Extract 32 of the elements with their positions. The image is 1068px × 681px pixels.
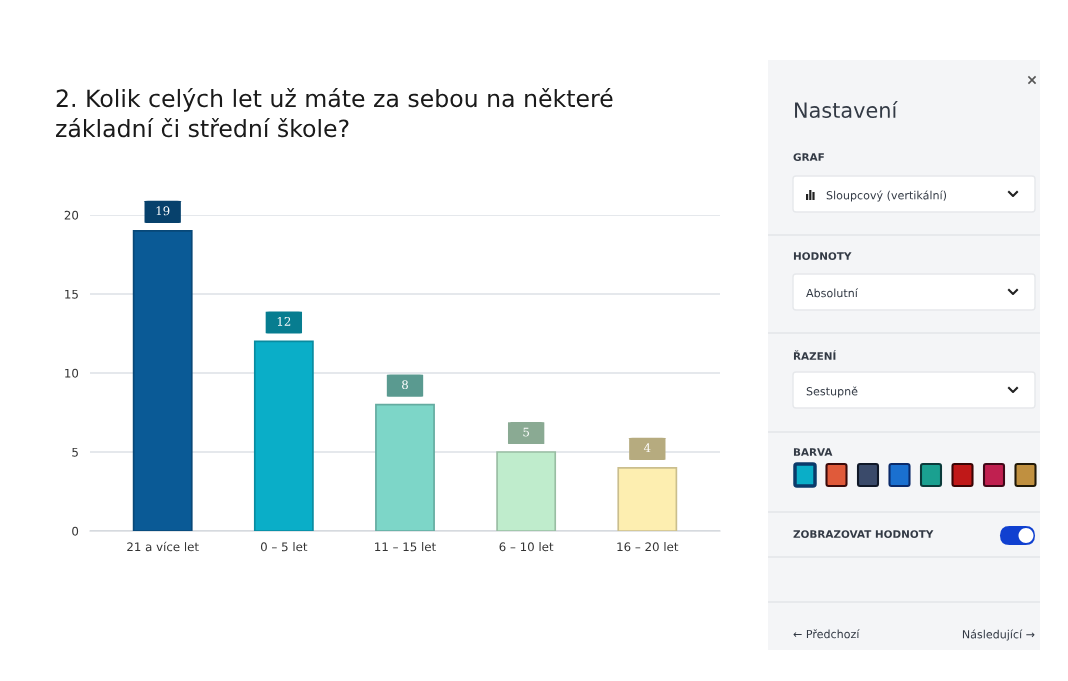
y-tick-label: 10 xyxy=(65,368,79,378)
x-tick-label: 6 – 10 let xyxy=(499,542,554,552)
text: BARVA xyxy=(793,448,833,456)
data-label: 19 xyxy=(156,206,170,216)
text: HODNOTY xyxy=(793,252,852,261)
y-tick-label: 15 xyxy=(65,289,78,299)
x-tick-label: 11 – 15 let xyxy=(375,542,436,552)
text: Nastavení xyxy=(795,101,898,119)
x-tick-label: 0 – 5 let xyxy=(260,542,308,552)
text: Sestupně xyxy=(806,386,858,398)
text: Sloupcový (vertikální) xyxy=(826,190,947,202)
y-tick-label: 5 xyxy=(72,447,78,457)
y-tick-label: 0 xyxy=(72,526,79,536)
y-tick-label: 20 xyxy=(64,210,79,220)
text: GRAF xyxy=(793,153,824,162)
bar xyxy=(253,340,314,531)
text: ← Předchozí xyxy=(793,629,860,639)
bar xyxy=(375,403,435,531)
data-label: 4 xyxy=(643,443,651,453)
bar xyxy=(496,451,557,531)
x-tick-label: 21 a více let xyxy=(127,541,199,552)
x-tick-label: 16 – 20 let xyxy=(617,542,679,552)
data-label: 5 xyxy=(523,427,529,437)
bar xyxy=(617,466,678,531)
chart-title: 2. Kolik celých let už máte za sebou na některé základní či střední škole? xyxy=(56,88,613,138)
text: Následující → xyxy=(962,629,1035,641)
data-label: 8 xyxy=(402,380,408,390)
bar xyxy=(132,229,193,531)
text: Absolutní xyxy=(806,288,859,298)
text: ZOBRAZOVAT HODNOTY xyxy=(793,530,934,539)
text: ŘAZENÍ xyxy=(793,350,836,360)
data-label: 12 xyxy=(277,316,291,326)
